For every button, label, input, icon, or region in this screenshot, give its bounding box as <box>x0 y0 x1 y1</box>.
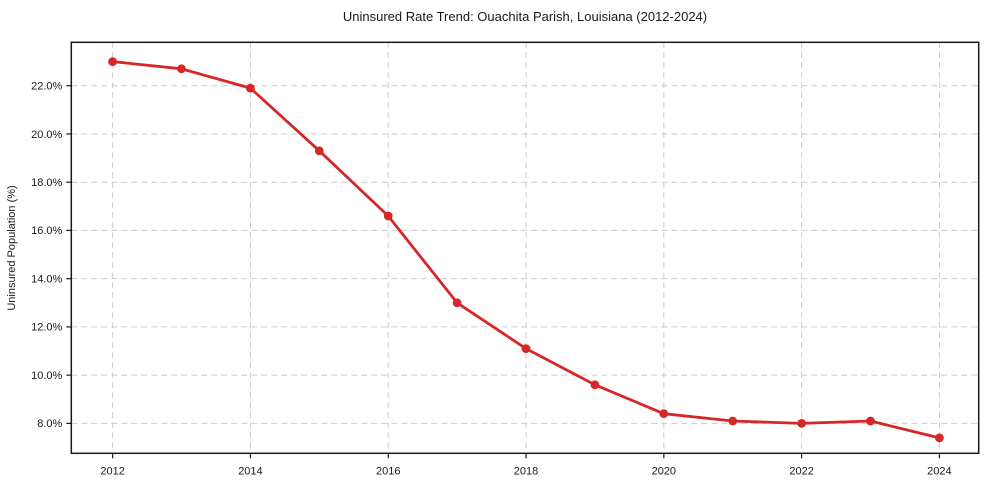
y-tick-label: 14.0% <box>31 273 62 285</box>
data-point <box>452 298 462 308</box>
data-point <box>590 380 600 390</box>
x-tick-label: 2024 <box>927 465 951 477</box>
x-tick-label: 2016 <box>376 465 400 477</box>
plot-border <box>70 41 980 455</box>
y-axis-label: Uninsured Population (%) <box>6 185 18 310</box>
trend-line-series <box>108 57 944 443</box>
data-point <box>177 64 186 74</box>
y-tick-label: 8.0% <box>37 418 62 430</box>
data-point <box>797 419 806 428</box>
y-tick-label: 16.0% <box>31 225 62 237</box>
x-tick-label: 2018 <box>514 465 538 477</box>
data-point <box>728 416 738 426</box>
chart-title: Uninsured Rate Trend: Ouachita Parish, L… <box>343 9 707 24</box>
y-tick-label: 12.0% <box>31 322 62 334</box>
data-point <box>383 211 393 221</box>
data-point <box>246 83 255 93</box>
data-point <box>314 146 324 156</box>
y-tick-label: 18.0% <box>31 177 62 189</box>
y-tick-label: 20.0% <box>31 129 62 141</box>
x-tick-label: 2014 <box>238 465 262 477</box>
grid-layer <box>71 42 979 454</box>
data-point <box>659 409 669 419</box>
x-tick-label: 2012 <box>100 465 124 477</box>
y-tick-label: 22.0% <box>31 81 62 93</box>
x-tick-label: 2022 <box>789 465 813 477</box>
data-point <box>108 57 117 66</box>
data-point <box>935 433 944 443</box>
axis-layer: 2012 2014 2016 2018 2020 2022 2024 8.0% 10.0% 12.… <box>31 41 980 477</box>
y-tick-label: 10.0% <box>31 370 62 382</box>
x-tick-label: 2020 <box>652 465 676 477</box>
data-point <box>521 344 531 353</box>
data-point <box>866 416 875 426</box>
